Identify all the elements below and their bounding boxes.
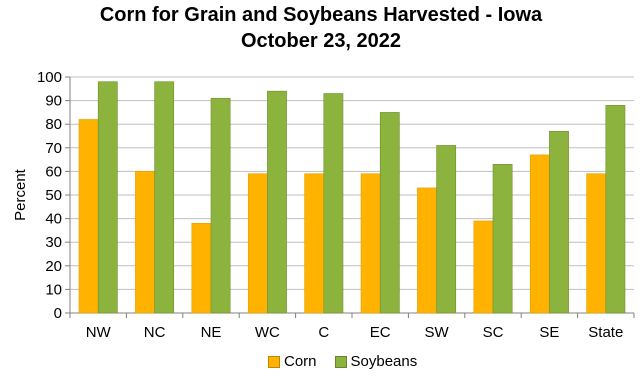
y-tick-label: 30 (45, 234, 62, 251)
bar-soybeans-ne (210, 97, 231, 314)
bar-soybeans-nw (97, 81, 118, 314)
bar-soybeans-se (549, 130, 569, 314)
bar-corn-ne (191, 223, 212, 314)
x-tick-label: SW (425, 324, 450, 341)
bar-soybeans-wc (267, 90, 287, 314)
bar-soybeans-nc (154, 81, 175, 314)
bar-corn-sw (417, 187, 437, 314)
bar-corn-c (304, 173, 325, 314)
chart-title: Corn for Grain and Soybeans Harvested - … (99, 4, 543, 26)
x-tick-label: C (318, 324, 329, 341)
legend-swatch-soybeans (334, 355, 347, 368)
y-tick-label: 50 (45, 187, 62, 204)
bar-corn-sc (473, 220, 494, 314)
legend-item-soybeans: Soybeans (334, 353, 418, 370)
bar-corn-ec (360, 173, 381, 314)
legend: Corn Soybeans (268, 353, 435, 370)
y-tick-label: 90 (45, 93, 62, 110)
y-tick-label: 0 (54, 305, 62, 322)
legend-item-corn: Corn (268, 353, 317, 370)
bar-soybeans-sw (436, 145, 457, 314)
y-tick-label: 70 (45, 140, 62, 157)
bar-soybeans-c (323, 93, 344, 314)
x-tick-label: State (588, 324, 623, 341)
x-tick-label: NE (201, 324, 222, 341)
bar-corn-state (586, 173, 607, 314)
y-tick-label: 20 (45, 258, 62, 275)
bar-soybeans-state (605, 105, 626, 314)
x-tick-label: SC (483, 324, 504, 341)
y-tick-label: 40 (45, 211, 62, 228)
bar-soybeans-sc (492, 164, 513, 314)
x-tick-label: SE (539, 324, 559, 341)
x-tick-label: EC (370, 324, 391, 341)
y-axis-label: Percent (12, 168, 29, 221)
x-tick-label: NW (86, 324, 112, 341)
y-tick-label: 80 (45, 116, 62, 133)
x-tick-label: WC (255, 324, 280, 341)
bar-corn-wc (247, 173, 268, 314)
bar-corn-se (529, 154, 550, 314)
y-tick-label: 100 (37, 69, 62, 86)
bar-soybeans-ec (379, 112, 400, 314)
y-tick-label: 10 (45, 281, 62, 298)
legend-swatch-corn (268, 355, 280, 368)
x-tick-label: NC (144, 324, 166, 341)
bar-corn-nc (135, 171, 155, 314)
legend-label-corn: Corn (284, 353, 317, 370)
chart-subtitle: October 23, 2022 (240, 30, 402, 52)
legend-label-soybeans: Soybeans (350, 353, 418, 370)
bar-corn-nw (78, 119, 99, 314)
y-tick-label: 60 (45, 163, 62, 180)
